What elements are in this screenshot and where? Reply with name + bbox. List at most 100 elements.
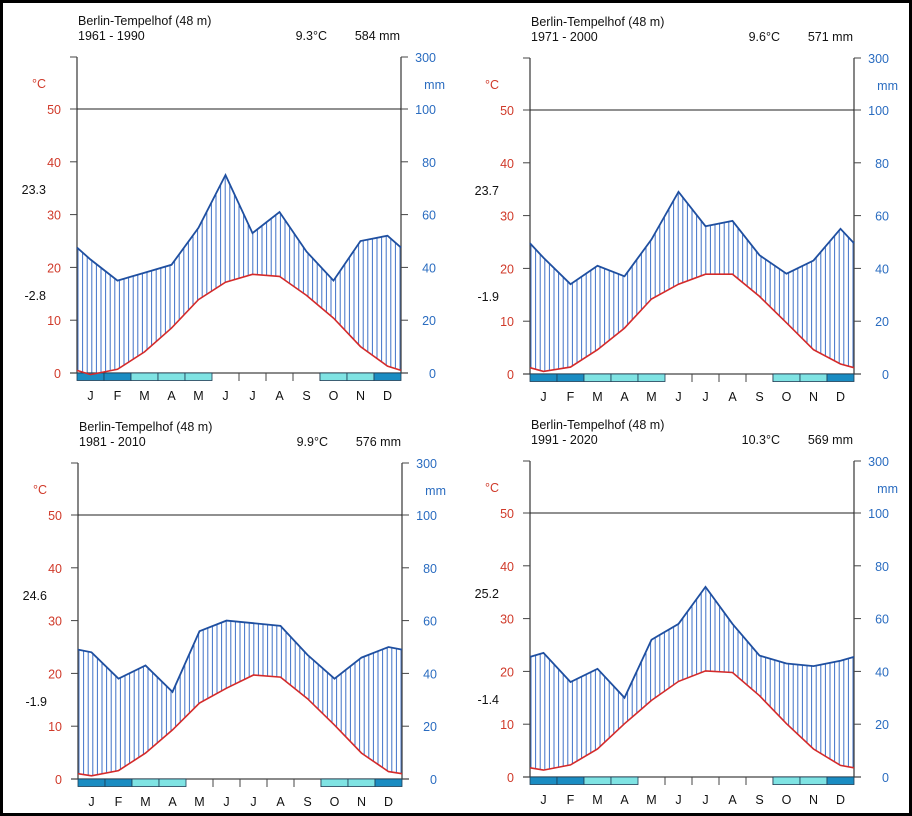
month-label: A <box>620 390 629 404</box>
frost-bar-segment <box>346 372 375 381</box>
month-label: J <box>675 793 681 807</box>
climate-diagram-1991-2020: Berlin-Tempelhof (48 m) 1991 - 2020 10.3°C… <box>456 407 909 813</box>
right-tick-label: 60 <box>875 613 889 627</box>
right-tick-label: 0 <box>429 367 436 381</box>
temperature-line <box>529 670 855 771</box>
left-tick-label: 50 <box>47 103 61 117</box>
frost-bar-segment <box>529 776 558 785</box>
chart-svg: Berlin-Tempelhof (48 m)1961 - 1990 9.3°C 5… <box>22 14 445 403</box>
month-label: J <box>88 795 94 809</box>
month-label: M <box>592 793 602 807</box>
left-tick-label: 50 <box>500 507 514 521</box>
right-tick-label: 100 <box>868 104 889 118</box>
right-tick-label: 300 <box>415 51 436 65</box>
precipitation-unit-label: mm <box>425 484 446 498</box>
left-tick-label: 10 <box>500 718 514 732</box>
month-label: F <box>567 793 575 807</box>
right-tick-label: 80 <box>422 156 436 170</box>
frost-bar-segment <box>157 372 186 381</box>
temperature-line <box>77 674 403 777</box>
temperature-unit-label: °C <box>32 77 46 91</box>
month-label: J <box>540 793 546 807</box>
frost-bar-segment <box>610 776 639 785</box>
chart-svg: Berlin-Tempelhof (48 m)1971 - 2000 9.6°C 5… <box>475 15 898 404</box>
month-label: N <box>809 390 818 404</box>
frost-bar-segment <box>556 373 585 382</box>
month-label: O <box>782 390 792 404</box>
left-tick-label: 40 <box>500 157 514 171</box>
month-label: S <box>302 389 310 403</box>
month-label: M <box>139 389 149 403</box>
right-tick-label: 100 <box>415 103 436 117</box>
month-label: O <box>330 795 340 809</box>
right-tick-label: 20 <box>875 718 889 732</box>
chart-title: Berlin-Tempelhof (48 m) <box>531 418 664 432</box>
left-tick-label: 10 <box>500 315 514 329</box>
left-tick-label: 30 <box>500 613 514 627</box>
month-label: F <box>115 795 123 809</box>
month-label: S <box>755 793 763 807</box>
right-tick-label: 20 <box>423 720 437 734</box>
min-temperature-label: -1.9 <box>477 290 499 304</box>
chart-title: Berlin-Tempelhof (48 m) <box>78 14 211 28</box>
month-label: J <box>675 390 681 404</box>
precipitation-line <box>77 619 403 694</box>
mean-temperature-label: 9.9°C <box>297 435 328 449</box>
humid-hatching <box>530 192 854 372</box>
right-tick-label: 60 <box>422 209 436 223</box>
chart-period: 1991 - 2020 <box>531 433 598 447</box>
humid-hatching <box>77 175 401 375</box>
month-label: D <box>836 793 845 807</box>
left-tick-label: 30 <box>500 210 514 224</box>
month-label: M <box>646 390 656 404</box>
max-temperature-label: 25.2 <box>475 587 499 601</box>
left-tick-label: 0 <box>507 368 514 382</box>
right-tick-label: 300 <box>416 457 437 471</box>
month-label: J <box>540 390 546 404</box>
chart-period: 1961 - 1990 <box>78 29 145 43</box>
frost-bar-segment <box>583 776 612 785</box>
temperature-unit-label: °C <box>33 483 47 497</box>
chart-title: Berlin-Tempelhof (48 m) <box>531 15 664 29</box>
right-tick-label: 100 <box>416 509 437 523</box>
frost-bar-segment <box>826 373 855 382</box>
right-tick-label: 80 <box>423 562 437 576</box>
month-label: J <box>702 390 708 404</box>
right-tick-label: 100 <box>868 507 889 521</box>
left-tick-label: 0 <box>55 773 62 787</box>
left-tick-label: 0 <box>54 367 61 381</box>
right-tick-label: 40 <box>422 261 436 275</box>
mean-temperature-label: 10.3°C <box>742 433 780 447</box>
chart-svg: Berlin-Tempelhof (48 m)1981 - 2010 9.9°C 5… <box>23 420 446 809</box>
frost-bar-segment <box>104 778 133 787</box>
frost-bar-segment <box>77 778 106 787</box>
frost-bar-segment <box>583 373 612 382</box>
right-tick-label: 60 <box>875 210 889 224</box>
frost-bar-segment <box>320 778 349 787</box>
precipitation-unit-label: mm <box>877 79 898 93</box>
month-label: A <box>728 793 737 807</box>
left-tick-label: 50 <box>500 104 514 118</box>
frost-bar-segment <box>799 373 828 382</box>
frost-bar-segment <box>529 373 558 382</box>
temperature-line <box>76 273 402 376</box>
precipitation-unit-label: mm <box>424 78 445 92</box>
right-tick-label: 60 <box>423 615 437 629</box>
precipitation-line <box>529 190 855 286</box>
min-temperature-label: -1.4 <box>477 693 499 707</box>
frost-bar-segment <box>158 778 187 787</box>
left-tick-label: 20 <box>500 262 514 276</box>
right-tick-label: 80 <box>875 560 889 574</box>
month-label: F <box>567 390 575 404</box>
right-tick-label: 40 <box>423 667 437 681</box>
frost-bar-segment <box>319 372 348 381</box>
month-label: M <box>140 795 150 809</box>
right-tick-label: 300 <box>868 455 889 469</box>
month-label: A <box>620 793 629 807</box>
frost-bar-segment <box>610 373 639 382</box>
humid-hatching <box>530 587 854 770</box>
month-label: J <box>250 795 256 809</box>
temperature-line <box>529 273 855 373</box>
left-tick-label: 40 <box>47 156 61 170</box>
left-tick-label: 30 <box>47 209 61 223</box>
